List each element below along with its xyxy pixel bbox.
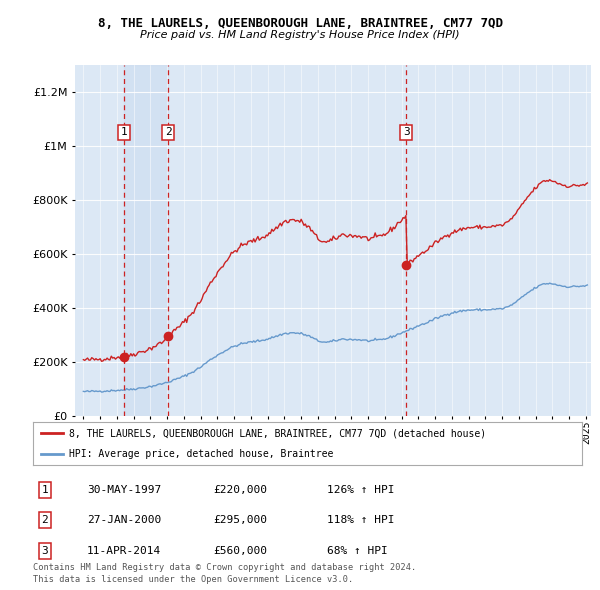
Text: 27-JAN-2000: 27-JAN-2000 xyxy=(87,516,161,525)
Text: 11-APR-2014: 11-APR-2014 xyxy=(87,546,161,556)
Text: £560,000: £560,000 xyxy=(213,546,267,556)
Text: This data is licensed under the Open Government Licence v3.0.: This data is licensed under the Open Gov… xyxy=(33,575,353,584)
Text: 118% ↑ HPI: 118% ↑ HPI xyxy=(327,516,395,525)
Text: 1: 1 xyxy=(41,485,49,494)
Text: £220,000: £220,000 xyxy=(213,485,267,494)
Text: 2: 2 xyxy=(165,127,172,137)
Text: 3: 3 xyxy=(41,546,49,556)
Text: 30-MAY-1997: 30-MAY-1997 xyxy=(87,485,161,494)
Bar xyxy=(124,65,169,416)
Text: HPI: Average price, detached house, Braintree: HPI: Average price, detached house, Brai… xyxy=(68,449,333,459)
Text: Price paid vs. HM Land Registry's House Price Index (HPI): Price paid vs. HM Land Registry's House … xyxy=(140,30,460,40)
Text: Contains HM Land Registry data © Crown copyright and database right 2024.: Contains HM Land Registry data © Crown c… xyxy=(33,563,416,572)
Text: 1: 1 xyxy=(121,127,127,137)
Text: 8, THE LAURELS, QUEENBOROUGH LANE, BRAINTREE, CM77 7QD (detached house): 8, THE LAURELS, QUEENBOROUGH LANE, BRAIN… xyxy=(68,428,486,438)
Text: 8, THE LAURELS, QUEENBOROUGH LANE, BRAINTREE, CM77 7QD: 8, THE LAURELS, QUEENBOROUGH LANE, BRAIN… xyxy=(97,17,503,30)
Text: 126% ↑ HPI: 126% ↑ HPI xyxy=(327,485,395,494)
Text: 2: 2 xyxy=(41,516,49,525)
Text: 3: 3 xyxy=(403,127,410,137)
Text: 68% ↑ HPI: 68% ↑ HPI xyxy=(327,546,388,556)
Text: £295,000: £295,000 xyxy=(213,516,267,525)
